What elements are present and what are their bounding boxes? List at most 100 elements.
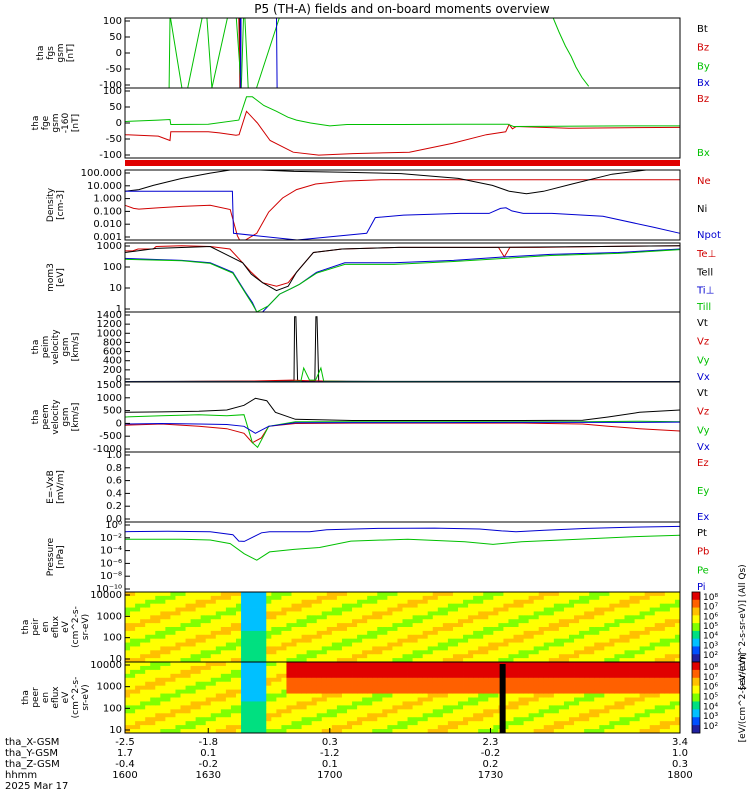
heatmap-cell (427, 721, 434, 726)
heatmap-cell (215, 623, 222, 628)
heatmap-cell (296, 729, 302, 734)
heatmap-cell (271, 607, 277, 612)
heatmap-cell (397, 646, 403, 651)
heatmap-cell (644, 599, 651, 605)
heatmap-cell (563, 630, 570, 636)
heatmap-cell (417, 638, 424, 643)
heatmap-cell (508, 623, 514, 628)
heatmap-cell (195, 662, 202, 667)
heatmap-cell (220, 705, 227, 710)
heatmap-cell (352, 595, 358, 601)
heatmap-cell (629, 646, 635, 651)
heatmap-cell (624, 665, 630, 671)
heatmap-cell (452, 654, 459, 659)
heatmap-cell (145, 623, 151, 628)
heatmap-cell (513, 685, 519, 691)
heatmap-cell (458, 669, 464, 675)
heatmap-cell (301, 595, 308, 601)
heatmap-cell (599, 642, 605, 647)
heatmap-cell (407, 685, 413, 691)
heatmap-cell (594, 634, 600, 640)
heatmap-cell (291, 627, 297, 632)
heatmap-cell (508, 662, 514, 667)
colorbar-label: [eV/(cm^2-s-sr-eV)] (738, 653, 748, 743)
heatmap-cell (352, 650, 358, 655)
legend-label: Tell (696, 267, 713, 278)
heatmap-cell (563, 681, 570, 687)
heatmap-cell (387, 607, 393, 612)
heatmap-cell (533, 709, 540, 714)
heatmap-cell (649, 697, 656, 702)
heatmap-cell (316, 603, 323, 608)
y-axis-label: sr-eV) (81, 614, 91, 640)
heatmap-cell (574, 592, 580, 597)
heatmap-cell (362, 693, 368, 698)
heatmap-cell (331, 662, 338, 667)
heatmap-cell (558, 592, 565, 597)
heatmap-cell (256, 623, 262, 628)
heatmap-cell (664, 713, 671, 718)
heatmap-cell (210, 654, 217, 659)
heatmap-cell (382, 627, 388, 632)
heatmap-cell (669, 701, 676, 706)
heatmap-cell (639, 677, 646, 683)
heatmap-cell (362, 615, 368, 620)
heatmap-cell (190, 654, 197, 659)
heatmap-cell (341, 705, 348, 710)
y-axis-label: tha (31, 116, 41, 131)
heatmap-cell (407, 693, 413, 698)
heatmap-cell (372, 717, 378, 722)
heatmap-cell (336, 646, 343, 651)
x-tick-label: 1.0 (672, 748, 688, 759)
heatmap-cell (422, 630, 429, 636)
heatmap-cell (341, 658, 348, 663)
heatmap-cell (528, 729, 535, 734)
heatmap-cell (377, 673, 383, 679)
heatmap-cell (130, 627, 136, 632)
heatmap-cell (619, 599, 625, 605)
heatmap-cell (246, 673, 252, 679)
heatmap-cell (569, 725, 575, 730)
heatmap-cell (604, 713, 610, 718)
heatmap-cell (473, 627, 479, 632)
heatmap-cell (624, 592, 630, 597)
heatmap-cell (130, 725, 136, 730)
heatmap-cell (180, 673, 186, 679)
heatmap-cell (604, 705, 610, 710)
heatmap-cell (205, 627, 212, 632)
heatmap-cell (579, 677, 585, 683)
heatmap-cell (569, 701, 575, 706)
heatmap-cell (256, 673, 262, 679)
heatmap-cell (135, 717, 141, 722)
heatmap-cell (175, 658, 181, 663)
heatmap-cell (594, 603, 600, 608)
heatmap-cell (210, 693, 217, 698)
heatmap-cell (352, 662, 358, 667)
heatmap-cell (654, 611, 661, 616)
heatmap-cell (442, 709, 449, 714)
heatmap-cell (336, 630, 343, 636)
heatmap-cell (135, 662, 141, 667)
heatmap-cell (130, 662, 136, 667)
heatmap-cell (316, 721, 323, 726)
heatmap-cell (382, 630, 388, 636)
heatmap-cell (341, 595, 348, 601)
heatmap-cell (634, 592, 641, 597)
heatmap-cell (674, 665, 681, 671)
heatmap-cell (553, 595, 560, 601)
heatmap-cell (624, 623, 630, 628)
heatmap-cell (281, 650, 287, 655)
y-tick-label: 10⁰ (105, 520, 122, 531)
heatmap-cell (447, 685, 454, 691)
heatmap-cell (281, 642, 287, 647)
heatmap-cell (362, 603, 368, 608)
heatmap-cell (422, 615, 429, 620)
legend-label: Till (696, 302, 711, 313)
heatmap-cell (584, 709, 590, 714)
heatmap-cell (574, 689, 580, 694)
heatmap-cell (478, 681, 484, 687)
heatmap-cell (276, 669, 282, 675)
heatmap-cell (427, 701, 434, 706)
y-axis-label: fge (41, 115, 51, 130)
heatmap-cell (175, 603, 181, 608)
